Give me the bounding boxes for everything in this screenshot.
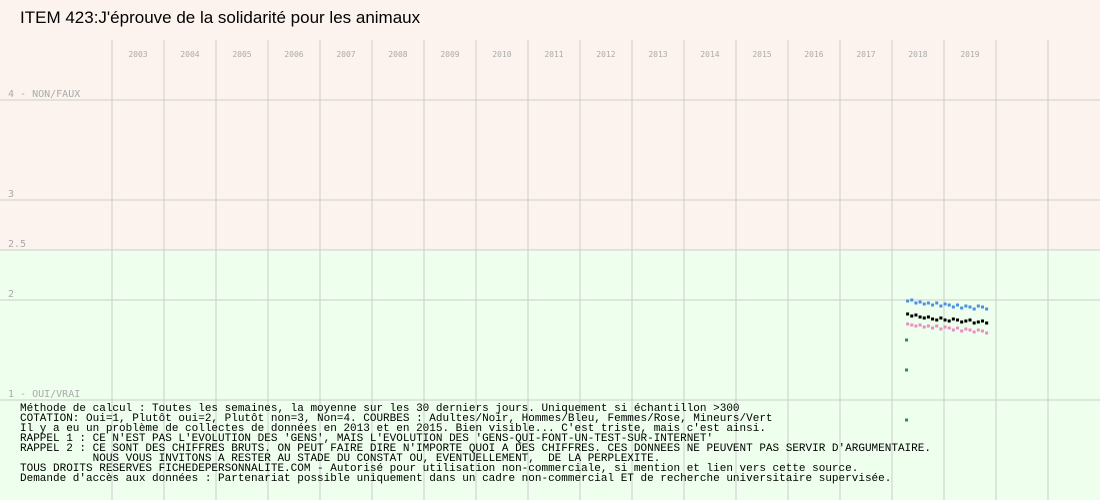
data-point: [905, 418, 909, 422]
footnote: COTATION: Oui=1, Plutôt oui=2, Plutôt no…: [20, 413, 773, 425]
data-point: [968, 318, 972, 322]
x-tick-label: 2009: [440, 50, 459, 59]
data-point: [906, 322, 910, 326]
data-point: [914, 301, 918, 305]
data-point: [956, 318, 960, 322]
data-point: [926, 324, 930, 328]
data-point: [910, 314, 914, 318]
data-point: [935, 318, 939, 322]
footnote: Demande d'accès aux données : Partenaria…: [20, 473, 891, 485]
x-tick-label: 2016: [804, 50, 823, 59]
x-tick-label: 2019: [960, 50, 979, 59]
data-point: [910, 298, 914, 302]
data-point: [985, 321, 989, 325]
data-point: [943, 325, 947, 329]
data-point: [922, 325, 926, 329]
data-point: [918, 315, 922, 319]
x-tick-label: 2014: [700, 50, 719, 59]
data-point: [951, 305, 955, 309]
data-point: [972, 307, 976, 311]
data-point: [968, 305, 972, 309]
data-point: [972, 321, 976, 325]
data-point: [956, 303, 960, 307]
x-tick-label: 2011: [544, 50, 563, 59]
data-point: [964, 319, 968, 323]
x-tick-label: 2007: [336, 50, 355, 59]
data-point: [964, 304, 968, 308]
data-point: [960, 329, 964, 333]
data-point: [943, 318, 947, 322]
footnote: TOUS DROITS RESERVES FICHEDEPERSONNALITE…: [20, 463, 858, 475]
x-tick-label: 2010: [492, 50, 511, 59]
data-point: [980, 305, 984, 309]
x-tick-label: 2018: [908, 50, 927, 59]
data-point: [906, 299, 910, 303]
data-point: [960, 320, 964, 324]
data-point: [980, 329, 984, 333]
upper-zone: [0, 0, 1100, 250]
data-point: [980, 319, 984, 323]
data-point: [914, 324, 918, 328]
data-point: [951, 328, 955, 332]
x-tick-label: 2005: [232, 50, 251, 59]
x-tick-label: 2003: [128, 50, 147, 59]
lower-zone: [0, 250, 1100, 500]
x-tick-label: 2012: [596, 50, 615, 59]
data-point: [985, 331, 989, 335]
x-tick-label: 2015: [752, 50, 771, 59]
data-point: [905, 338, 909, 342]
x-tick-label: 2013: [648, 50, 667, 59]
data-point: [947, 303, 951, 307]
data-point: [906, 312, 910, 316]
data-point: [968, 328, 972, 332]
x-tick-label: 2017: [856, 50, 875, 59]
data-point: [972, 330, 976, 334]
x-tick-label: 2008: [388, 50, 407, 59]
footnote: RAPPEL 2 : CE SONT DES CHIFFRES BRUTS. O…: [20, 443, 931, 465]
data-point: [976, 320, 980, 324]
data-point: [935, 324, 939, 328]
data-point: [918, 323, 922, 327]
data-point: [922, 302, 926, 306]
data-point: [985, 307, 989, 311]
x-tick-label: 2004: [180, 50, 199, 59]
data-point: [939, 327, 943, 331]
footnote: RAPPEL 1 : CE N'EST PAS L'EVOLUTION DES …: [20, 433, 713, 445]
y-tick-label: 2.5: [8, 239, 26, 250]
data-point: [931, 303, 935, 307]
chart-title: ITEM 423:J'éprouve de la solidarité pour…: [20, 8, 421, 27]
footnote: Il y a eu un problème de collectes de do…: [20, 423, 766, 435]
data-point: [922, 316, 926, 320]
y-tick-label: 1 - OUI/VRAI: [8, 389, 80, 400]
data-point: [939, 304, 943, 308]
data-point: [976, 328, 980, 332]
data-point: [947, 319, 951, 323]
x-tick-label: 2006: [284, 50, 303, 59]
data-point: [964, 327, 968, 331]
data-point: [918, 300, 922, 304]
data-point: [931, 326, 935, 330]
data-point: [943, 302, 947, 306]
data-point: [947, 326, 951, 330]
data-point: [910, 323, 914, 327]
y-tick-label: 2: [8, 289, 14, 300]
data-point: [960, 306, 964, 310]
y-tick-label: 4 - NON/FAUX: [8, 89, 80, 100]
data-point: [951, 317, 955, 321]
data-point: [956, 326, 960, 330]
data-point: [935, 301, 939, 305]
data-point: [931, 317, 935, 321]
footnote: Méthode de calcul : Toutes les semaines,…: [20, 403, 740, 415]
data-point: [926, 315, 930, 319]
data-point: [939, 316, 943, 320]
y-tick-label: 3: [8, 189, 14, 200]
data-point: [905, 368, 909, 372]
data-point: [914, 313, 918, 317]
data-point: [976, 304, 980, 308]
data-point: [926, 301, 930, 305]
